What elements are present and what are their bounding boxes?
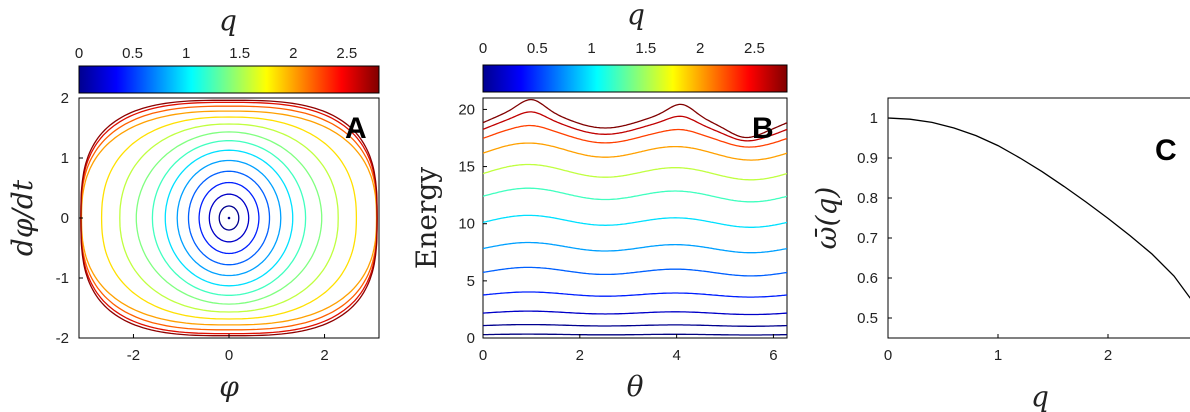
colorbar-tick-label: 2 xyxy=(289,45,297,62)
x-tick-label: -2 xyxy=(127,347,140,364)
y-tick-label: 0.8 xyxy=(857,190,878,207)
orbit-curve xyxy=(151,140,307,296)
colorbar-tick-label: 0.5 xyxy=(527,40,548,57)
panel-a-ylabel: dφ/dt xyxy=(6,179,39,256)
panel-a-colorbar xyxy=(78,65,380,94)
panel-c-plot-area xyxy=(888,117,1190,299)
panel-a-colorbar-label: q xyxy=(219,4,237,37)
panel-c-ylabel: ω̄(q) xyxy=(810,187,843,250)
panel-b-ticks: 0 2 4 6 0 5 10 15 20 xyxy=(458,101,777,364)
colorbar-tick-label: 2.5 xyxy=(744,40,765,57)
x-tick-label: 1 xyxy=(994,347,1002,364)
y-tick-label: 0 xyxy=(61,210,69,227)
y-tick-label: 0 xyxy=(467,330,475,347)
panel-a-xlabel: φ xyxy=(219,370,239,403)
orbit-curve xyxy=(187,170,271,266)
x-tick-label: 0 xyxy=(884,347,892,364)
panel-b: q 0 0.5 1 1.5 2 2.5 0 2 4 6 0 5 10 15 20 B θ Energy xyxy=(410,0,788,403)
colorbar-tick-label: 0 xyxy=(75,45,83,62)
y-tick-label: 15 xyxy=(458,159,475,176)
orbit-curve xyxy=(218,205,240,231)
energy-curve xyxy=(483,310,787,316)
colorbar-tick-label: 1 xyxy=(182,45,190,62)
energy-curve xyxy=(483,111,787,142)
x-tick-label: 0 xyxy=(479,347,487,364)
y-tick-label: 2 xyxy=(61,90,69,107)
colorbar-tick-label: 2 xyxy=(696,40,704,57)
y-tick-label: 0.7 xyxy=(857,230,878,247)
orbit-curve xyxy=(176,159,282,277)
energy-curve xyxy=(483,142,787,161)
panel-c-ticks: 0 1 2 0.5 0.6 0.7 0.8 0.9 1 xyxy=(857,110,1112,364)
x-tick-label: 2 xyxy=(1104,347,1112,364)
y-tick-label: -1 xyxy=(56,270,69,287)
y-tick-label: 1 xyxy=(870,110,878,127)
panel-a-letter: A xyxy=(345,112,367,145)
energy-curve xyxy=(483,241,787,254)
y-tick-label: 5 xyxy=(467,273,475,290)
y-tick-label: 0.6 xyxy=(857,270,878,287)
y-tick-label: 0.9 xyxy=(857,150,878,167)
colorbar-tick-label: 0 xyxy=(479,40,487,57)
center-point xyxy=(227,216,231,220)
panel-c: 0 1 2 0.5 0.6 0.7 0.8 0.9 1 C q ω̄(q) xyxy=(810,97,1190,412)
energy-curve xyxy=(483,98,787,139)
orbit-curve xyxy=(164,149,294,287)
panel-b-plot-area xyxy=(483,98,787,336)
panel-b-xlabel: θ xyxy=(627,370,644,403)
panel-b-colorbar-label: q xyxy=(627,0,645,31)
orbit-curve xyxy=(198,181,260,255)
y-tick-label: 20 xyxy=(458,101,475,118)
panel-b-colorbar-ticks: 0 0.5 1 1.5 2 2.5 xyxy=(479,40,765,57)
panel-b-colorbar xyxy=(482,64,788,93)
panel-c-axes xyxy=(887,97,1190,339)
y-tick-label: 1 xyxy=(61,150,69,167)
panel-b-axes xyxy=(482,97,788,339)
orbit-curve xyxy=(100,116,358,320)
energy-curve xyxy=(483,266,787,277)
panel-b-letter: B xyxy=(752,112,774,145)
energy-curve xyxy=(483,187,787,203)
energy-curve xyxy=(483,214,787,228)
colorbar-tick-label: 0.5 xyxy=(122,45,143,62)
x-tick-label: 6 xyxy=(769,347,777,364)
orbit-curve xyxy=(119,123,339,313)
energy-curve xyxy=(483,124,787,148)
energy-curve xyxy=(483,291,787,298)
x-tick-label: 2 xyxy=(576,347,584,364)
orbit-curve xyxy=(135,131,323,305)
panel-c-xlabel: q xyxy=(1031,380,1049,412)
panel-a-ticks: -2 0 2 -2 -1 0 1 2 xyxy=(56,90,329,364)
y-tick-label: 10 xyxy=(458,216,475,233)
y-tick-label: -2 xyxy=(56,330,69,347)
colorbar-tick-label: 1.5 xyxy=(229,45,250,62)
panel-a: q 0 0.5 1 1.5 2 2.5 -2 0 2 -2 -1 0 1 2 A φ dφ/dt xyxy=(6,4,380,403)
x-tick-label: 0 xyxy=(225,347,233,364)
panel-a-colorbar-ticks: 0 0.5 1 1.5 2 2.5 xyxy=(75,45,357,62)
energy-curve xyxy=(483,323,787,327)
x-tick-label: 2 xyxy=(320,347,328,364)
colorbar-tick-label: 2.5 xyxy=(336,45,357,62)
energy-curve xyxy=(483,163,787,181)
colorbar-tick-label: 1 xyxy=(587,40,595,57)
x-tick-label: 4 xyxy=(672,347,680,364)
panel-c-letter: C xyxy=(1155,134,1177,167)
panel-b-ylabel: Energy xyxy=(410,167,443,269)
colorbar-tick-label: 1.5 xyxy=(635,40,656,57)
energy-curve xyxy=(483,333,787,336)
orbit-curve xyxy=(208,193,250,243)
y-tick-label: 0.5 xyxy=(857,310,878,327)
omega-curve xyxy=(888,117,1190,299)
